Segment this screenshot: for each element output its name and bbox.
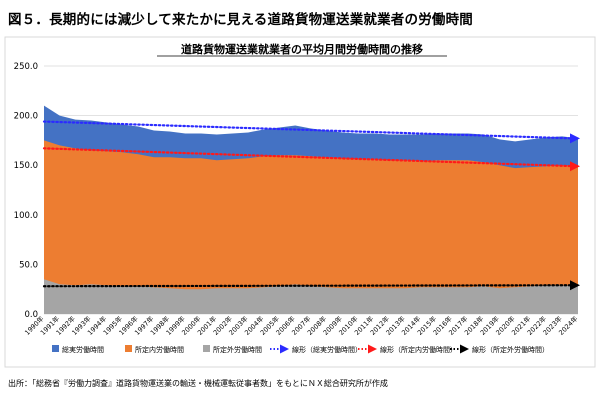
legend-arrow-icon (368, 344, 377, 354)
y-tick-label: 150.0 (14, 161, 38, 171)
y-tick-label: 50.0 (19, 260, 38, 270)
legend-label: 所定内労働時間 (135, 345, 184, 354)
legend-label: 総実労働時間 (62, 345, 104, 354)
trend-line-total (42, 120, 576, 140)
legend-label: 線形（所定内労働時間） (380, 345, 457, 354)
area-scheduled-hours (44, 140, 578, 314)
legend-swatch (125, 345, 132, 352)
legend-label: 線形（総実労働時間） (292, 345, 362, 354)
trend-line-overtime (42, 284, 576, 288)
y-axis-ticks: 0.0 50.0 100.0 150.0 200.0 250.0 (14, 62, 38, 320)
chart-title: 道路貨物運送業就業者の平均月間労働時間の推移 (181, 42, 423, 56)
legend-label: 所定外労働時間 (213, 345, 262, 354)
y-tick-label: 200.0 (14, 112, 38, 122)
stacked-areas (44, 105, 578, 315)
trend-line-overtime-arrow (570, 280, 580, 291)
y-tick-label: 0.0 (24, 310, 38, 320)
area-overtime-hours (44, 279, 578, 314)
legend-swatch (52, 345, 59, 352)
trend-line-scheduled-arrow (570, 161, 580, 172)
legend-arrow-icon (460, 344, 469, 354)
legend-swatch (203, 345, 210, 352)
y-tick-label: 100.0 (14, 211, 38, 221)
legend: 総実労働時間 所定内労働時間 所定外労働時間 線形（総実労働時間） 線形（所定内労働時間… (52, 344, 549, 354)
legend-label: 線形（所定外労働時間） (472, 345, 549, 354)
trend-line-scheduled (42, 147, 576, 168)
x-axis-ticks: 1990年1991年1992年1993年1994年1995年1996年1997年… (23, 314, 580, 337)
trend-line-total-arrow (570, 133, 580, 144)
y-tick-label: 250.0 (14, 62, 38, 72)
legend-arrow-icon (280, 344, 289, 354)
figure-title: 図５．長期的には減少して来たかに見える道路貨物運送業就業者の労働時間 (8, 12, 473, 28)
trend-lines (42, 120, 580, 291)
source-note: 出所：「総務省『労働力調査』道路貨物運送業の輸送・機械運転従事者数」をもとにＮＸ… (8, 379, 388, 388)
